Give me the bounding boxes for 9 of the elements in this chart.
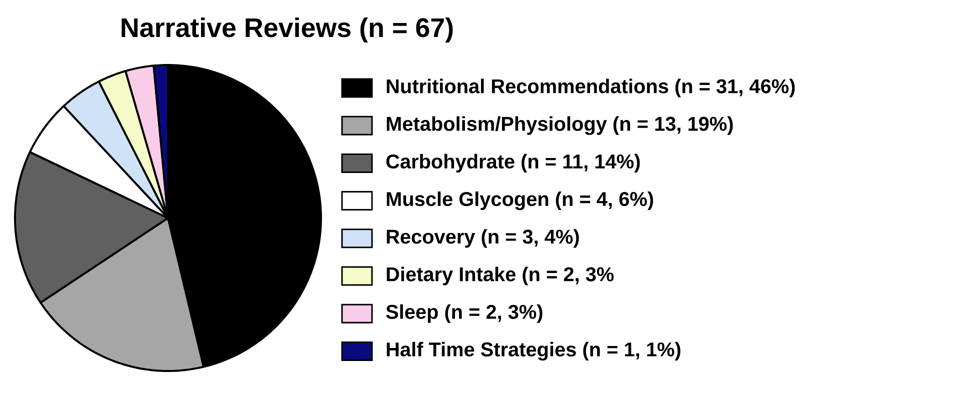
chart-title: Narrative Reviews (n = 67) — [122, 17, 453, 43]
legend-label: Sleep (n = 2, 3%) — [386, 304, 542, 323]
legend-label: Nutritional Recommendations (n = 31, 46%) — [386, 78, 795, 98]
legend-label: Carbohydrate (n = 11, 14%) — [386, 154, 640, 172]
legend-label: Half Time Strategies (n = 1, 1%) — [386, 342, 680, 361]
legend-label: Metabolism/Physiology (n = 13, 19%) — [386, 116, 733, 135]
legend-label: Muscle Glycogen (n = 4, 6%) — [386, 191, 654, 210]
legend-label: Recovery (n = 3, 4%) — [386, 229, 579, 248]
legend-label: Dietary Intake (n = 2, 3% — [386, 266, 614, 286]
